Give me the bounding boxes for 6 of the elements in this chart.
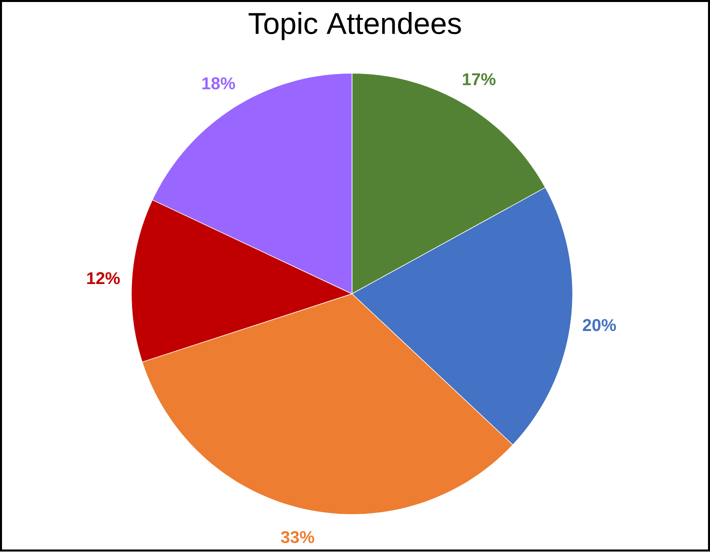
data-label: 17% <box>462 73 496 86</box>
data-label: 18% <box>202 78 236 90</box>
data-label: 12% <box>87 272 120 284</box>
chart-title: Topic Attendees <box>248 12 461 40</box>
data-label: 20% <box>582 319 616 332</box>
data-label: 33% <box>280 531 314 544</box>
